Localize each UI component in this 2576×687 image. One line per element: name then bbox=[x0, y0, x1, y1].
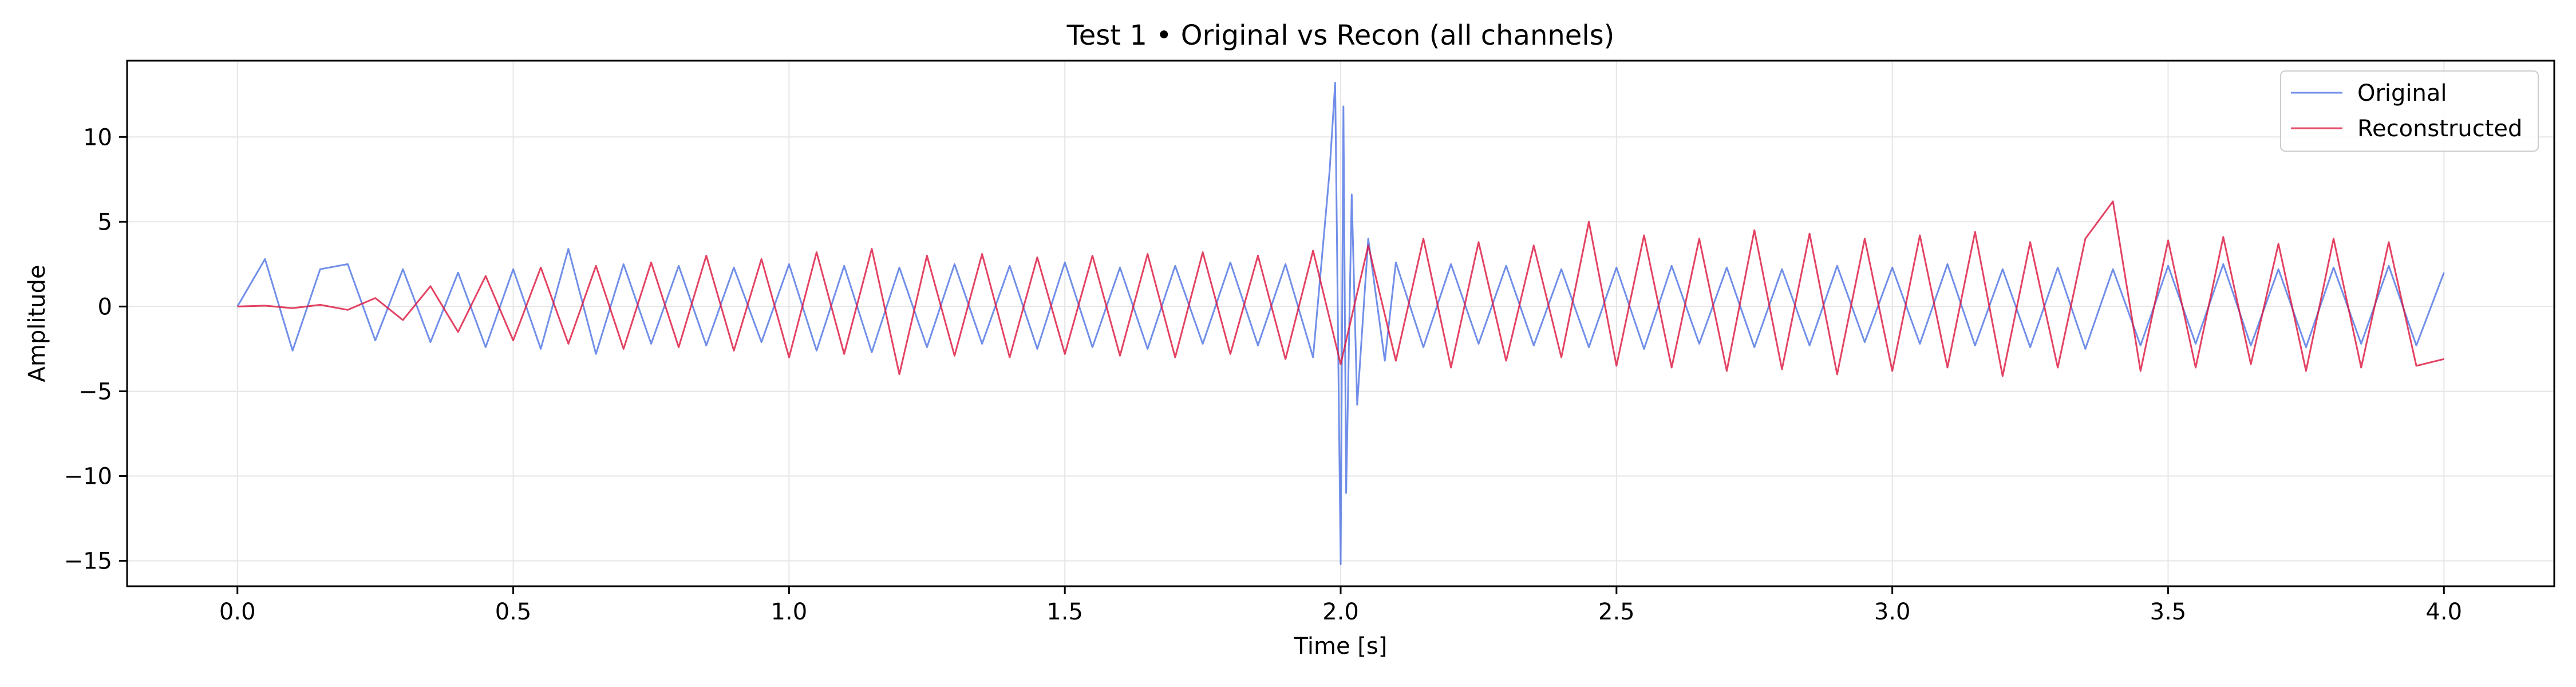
legend-label: Original bbox=[2357, 80, 2447, 106]
y-tick-label: −10 bbox=[64, 464, 112, 490]
y-tick-label: −5 bbox=[78, 378, 112, 405]
legend-label: Reconstructed bbox=[2357, 116, 2522, 142]
x-tick-label: 2.5 bbox=[1598, 599, 1635, 625]
legend: Original Reconstructed bbox=[2280, 70, 2539, 152]
y-axis-label: Amplitude bbox=[24, 265, 50, 382]
x-tick-label: 3.0 bbox=[1874, 599, 1911, 625]
y-tick-label: −15 bbox=[64, 548, 112, 575]
x-axis-label: Time [s] bbox=[1294, 633, 1388, 660]
x-tick-label: 0.0 bbox=[219, 599, 256, 625]
x-tick-label: 3.5 bbox=[2150, 599, 2187, 625]
x-tick-label: 1.5 bbox=[1046, 599, 1083, 625]
x-tick-label: 2.0 bbox=[1322, 599, 1359, 625]
x-axis: 0.0 0.5 1.0 1.5 2.0 2.5 3.0 3.5 4.0 bbox=[219, 586, 2462, 625]
series-layer bbox=[236, 82, 2445, 565]
y-axis: 10 5 0 −5 −10 −15 bbox=[64, 124, 127, 575]
y-tick-label: 10 bbox=[83, 124, 112, 151]
x-tick-label: 0.5 bbox=[495, 599, 532, 625]
chart-title: Test 1 • Original vs Recon (all channels… bbox=[1066, 19, 1615, 52]
legend-box bbox=[2280, 70, 2539, 152]
x-tick-label: 1.0 bbox=[771, 599, 808, 625]
y-tick-label: 5 bbox=[98, 209, 112, 235]
series-line-reconstructed bbox=[237, 200, 2444, 377]
y-tick-label: 0 bbox=[98, 294, 112, 320]
x-tick-label: 4.0 bbox=[2425, 599, 2462, 625]
